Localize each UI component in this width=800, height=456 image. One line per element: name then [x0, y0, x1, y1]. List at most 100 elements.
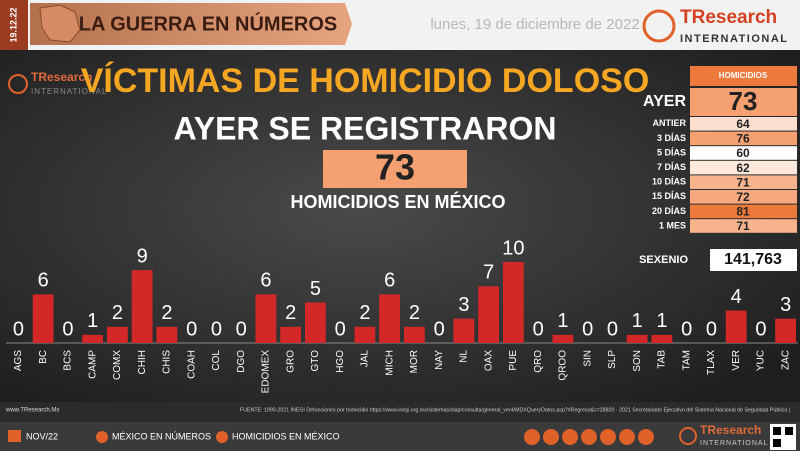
- data-label: 0: [434, 318, 445, 340]
- bar: [255, 294, 277, 343]
- x-tick-label: COMX: [112, 350, 123, 380]
- table-cell: [690, 131, 797, 146]
- x-tick-label: BC: [38, 350, 49, 364]
- data-label: 0: [533, 318, 544, 340]
- table-cell: [690, 204, 797, 219]
- x-tick-label: QRO: [533, 350, 544, 373]
- x-tick-label: GTO: [310, 350, 321, 372]
- x-tick-label: JAL: [360, 350, 371, 368]
- x-tick-label: COAH: [186, 350, 197, 379]
- x-tick-label: TLAX: [706, 350, 717, 375]
- x-tick-label: CAMP: [87, 350, 98, 379]
- total: 73: [375, 147, 415, 188]
- bar: [453, 318, 475, 343]
- table-cell: [690, 88, 797, 116]
- bar: [32, 294, 54, 343]
- table-label: 15 DÍAS: [652, 191, 686, 201]
- bar: [131, 270, 153, 343]
- calendar-icon: [8, 430, 21, 442]
- x-tick-label: CHIH: [137, 350, 148, 374]
- table-cell: [690, 160, 797, 175]
- data-label: 0: [607, 318, 618, 340]
- bar: [725, 310, 747, 343]
- x-tick-label: BCS: [63, 350, 74, 371]
- bar: [354, 326, 376, 343]
- table-header-bg: [690, 66, 797, 86]
- table-value: 71: [736, 175, 750, 189]
- table-cell: [690, 146, 797, 160]
- data-label: 0: [755, 318, 766, 340]
- sexenio-label: SEXENIO: [639, 254, 688, 266]
- chart-title: VÍCTIMAS DE HOMICIDIO DOLOSO: [81, 62, 650, 100]
- table-value: 62: [736, 161, 750, 175]
- nav-item[interactable]: HOMICIDIOS EN MÉXICO: [232, 431, 340, 441]
- x-tick-label: VER: [731, 350, 742, 371]
- nav-item[interactable]: MÉXICO EN NÚMEROS: [112, 431, 211, 441]
- x-tick-label: SON: [632, 350, 643, 372]
- data-label: 1: [87, 310, 98, 332]
- logo-sub: INTERNATIONAL: [680, 33, 789, 45]
- data-label: 1: [656, 310, 667, 332]
- data-label: 10: [502, 237, 524, 259]
- bar: [651, 334, 673, 343]
- homicide-nav-icon: [216, 431, 228, 443]
- logo: TResearch: [680, 7, 777, 28]
- total-box: [323, 150, 467, 188]
- bar: [478, 286, 500, 343]
- bar: [775, 318, 797, 343]
- table-value: 71: [736, 219, 750, 233]
- logo-icon: [642, 9, 676, 43]
- table-value: 72: [736, 190, 750, 204]
- table-value: 76: [736, 132, 750, 146]
- x-tick-label: SIN: [582, 350, 593, 367]
- nav-item[interactable]: NOV/22: [26, 431, 58, 441]
- date-tab: [0, 0, 28, 50]
- x-tick-label: NL: [459, 350, 470, 363]
- banner: [30, 3, 352, 45]
- bar: [626, 334, 648, 343]
- date-tab-text: 19.12.22: [8, 7, 18, 42]
- table-label: 1 MES: [659, 220, 686, 230]
- bar: [156, 326, 178, 343]
- x-tick-label: PUE: [508, 350, 519, 371]
- data-label: 0: [706, 318, 717, 340]
- data-label: 0: [582, 318, 593, 340]
- date: lunes, 19 de diciembre de 2022: [430, 16, 639, 33]
- data-label: 6: [384, 270, 395, 292]
- data-label: 6: [38, 270, 49, 292]
- banner-text: LA GUERRA EN NÚMEROS: [79, 11, 338, 35]
- chart-subtitle: AYER SE REGISTRARON: [174, 110, 557, 146]
- table-label: 10 DÍAS: [652, 177, 686, 187]
- x-tick-label: AGS: [13, 350, 24, 371]
- data-label: 2: [112, 302, 123, 324]
- data-label: 4: [731, 286, 742, 308]
- table-label: AYER: [643, 93, 686, 110]
- social-icons: [524, 429, 654, 445]
- map-nav-icon: [96, 431, 108, 443]
- x-tick-label: MICH: [384, 350, 395, 376]
- footer-logo-icon: [679, 427, 697, 445]
- data-label: 1: [632, 310, 643, 332]
- x-tick-label: MOR: [409, 350, 420, 373]
- sexenio-box: [710, 249, 797, 271]
- x-tick-label: GRO: [285, 350, 296, 373]
- data-label: 3: [780, 294, 791, 316]
- bar: [403, 326, 425, 343]
- data-label: 7: [483, 262, 494, 284]
- data-label: 0: [335, 318, 346, 340]
- data-label: 2: [161, 302, 172, 324]
- data-label: 0: [186, 318, 197, 340]
- table-cell: [690, 219, 797, 233]
- table-value: 73: [729, 86, 758, 116]
- x-tick-label: QROO: [558, 350, 569, 381]
- site: www.TResearch.Mx: [5, 408, 59, 414]
- source: FUENTE: 1990-2021 INEGI Defunciones por …: [240, 407, 790, 413]
- data-label: 2: [359, 302, 370, 324]
- data-label: 3: [458, 294, 469, 316]
- table-label: 7 DÍAS: [657, 162, 686, 172]
- source-bg: [0, 402, 800, 422]
- table-value: 64: [736, 117, 750, 131]
- table-header: HOMICIDIOS: [719, 71, 768, 80]
- footer-logo-sub: INTERNATIONAL: [700, 440, 769, 447]
